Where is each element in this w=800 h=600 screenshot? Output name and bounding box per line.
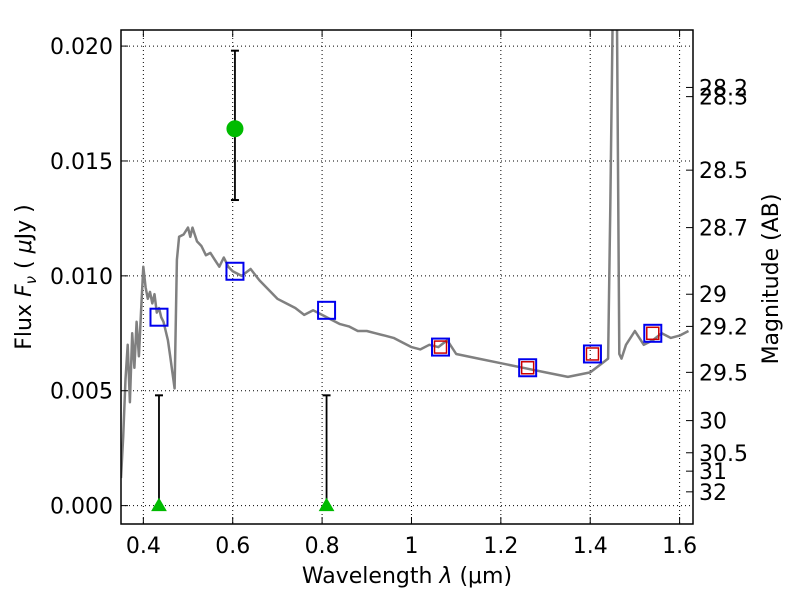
y2-tick-label: 30.5 (699, 442, 748, 467)
model-photometry-point (582, 344, 602, 364)
y2-tick-label: 28.3 (699, 86, 748, 111)
y-tick-label: 0.000 (50, 495, 113, 520)
observed-photometry-point (646, 326, 660, 341)
grid (121, 30, 693, 524)
x-tick-label: 1.2 (483, 534, 518, 559)
axes: 0.4 0.6 0.8 1 1.2 1.4 1.6 0.000 0.005 0.010 0.015 0… (50, 30, 748, 559)
x-tick-label: 1.6 (662, 534, 697, 559)
model-photometry-point (431, 337, 451, 357)
x-tick-label: 1 (404, 534, 418, 559)
data-layer (121, 30, 690, 512)
observed-photometry-point (520, 361, 535, 375)
y-axis-label: Flux Fν ( μJy ) (12, 204, 40, 349)
y-tick-label: 0.020 (50, 35, 113, 60)
y2-tick-label: 28.2 (699, 76, 748, 101)
upper-limit-marker (151, 497, 167, 512)
x-tick-label: 1.4 (573, 534, 608, 559)
y2-tick-label: 29 (699, 283, 727, 308)
y-tick-label: 0.015 (50, 150, 113, 175)
y-tick-label: 0.005 (50, 380, 113, 405)
y2-axis-label: Magnitude (AB) (759, 194, 784, 365)
x-tick-label: 0.6 (215, 534, 250, 559)
model-photometry-point (518, 358, 538, 378)
model-photometry-point (317, 300, 337, 320)
y2-tick-label: 28.5 (699, 159, 748, 184)
y2-tick-label: 29.5 (699, 361, 748, 386)
x-axis-label: Wavelength λ (μm) (302, 564, 512, 589)
y2-tick-label: 29.2 (699, 315, 748, 340)
observed-photometry-point (585, 347, 600, 361)
plot-frame (120, 29, 694, 525)
x-tick-label: 0.4 (126, 534, 161, 559)
model-sed-line (121, 30, 690, 479)
upper-limit-marker (318, 497, 335, 512)
x-tick-label: 0.8 (305, 534, 340, 559)
y-tick-label: 0.010 (50, 265, 113, 290)
y2-tick-label: 31 (699, 460, 727, 485)
detection-point (226, 120, 244, 138)
model-photometry-point (149, 307, 169, 327)
model-photometry-point (225, 261, 245, 281)
y2-tick-label: 30 (699, 410, 727, 435)
model-photometry-point (643, 323, 663, 343)
y2-tick-label: 28.7 (699, 217, 748, 242)
observed-photometry-point (433, 340, 448, 354)
y2-tick-label: 32 (699, 481, 727, 506)
